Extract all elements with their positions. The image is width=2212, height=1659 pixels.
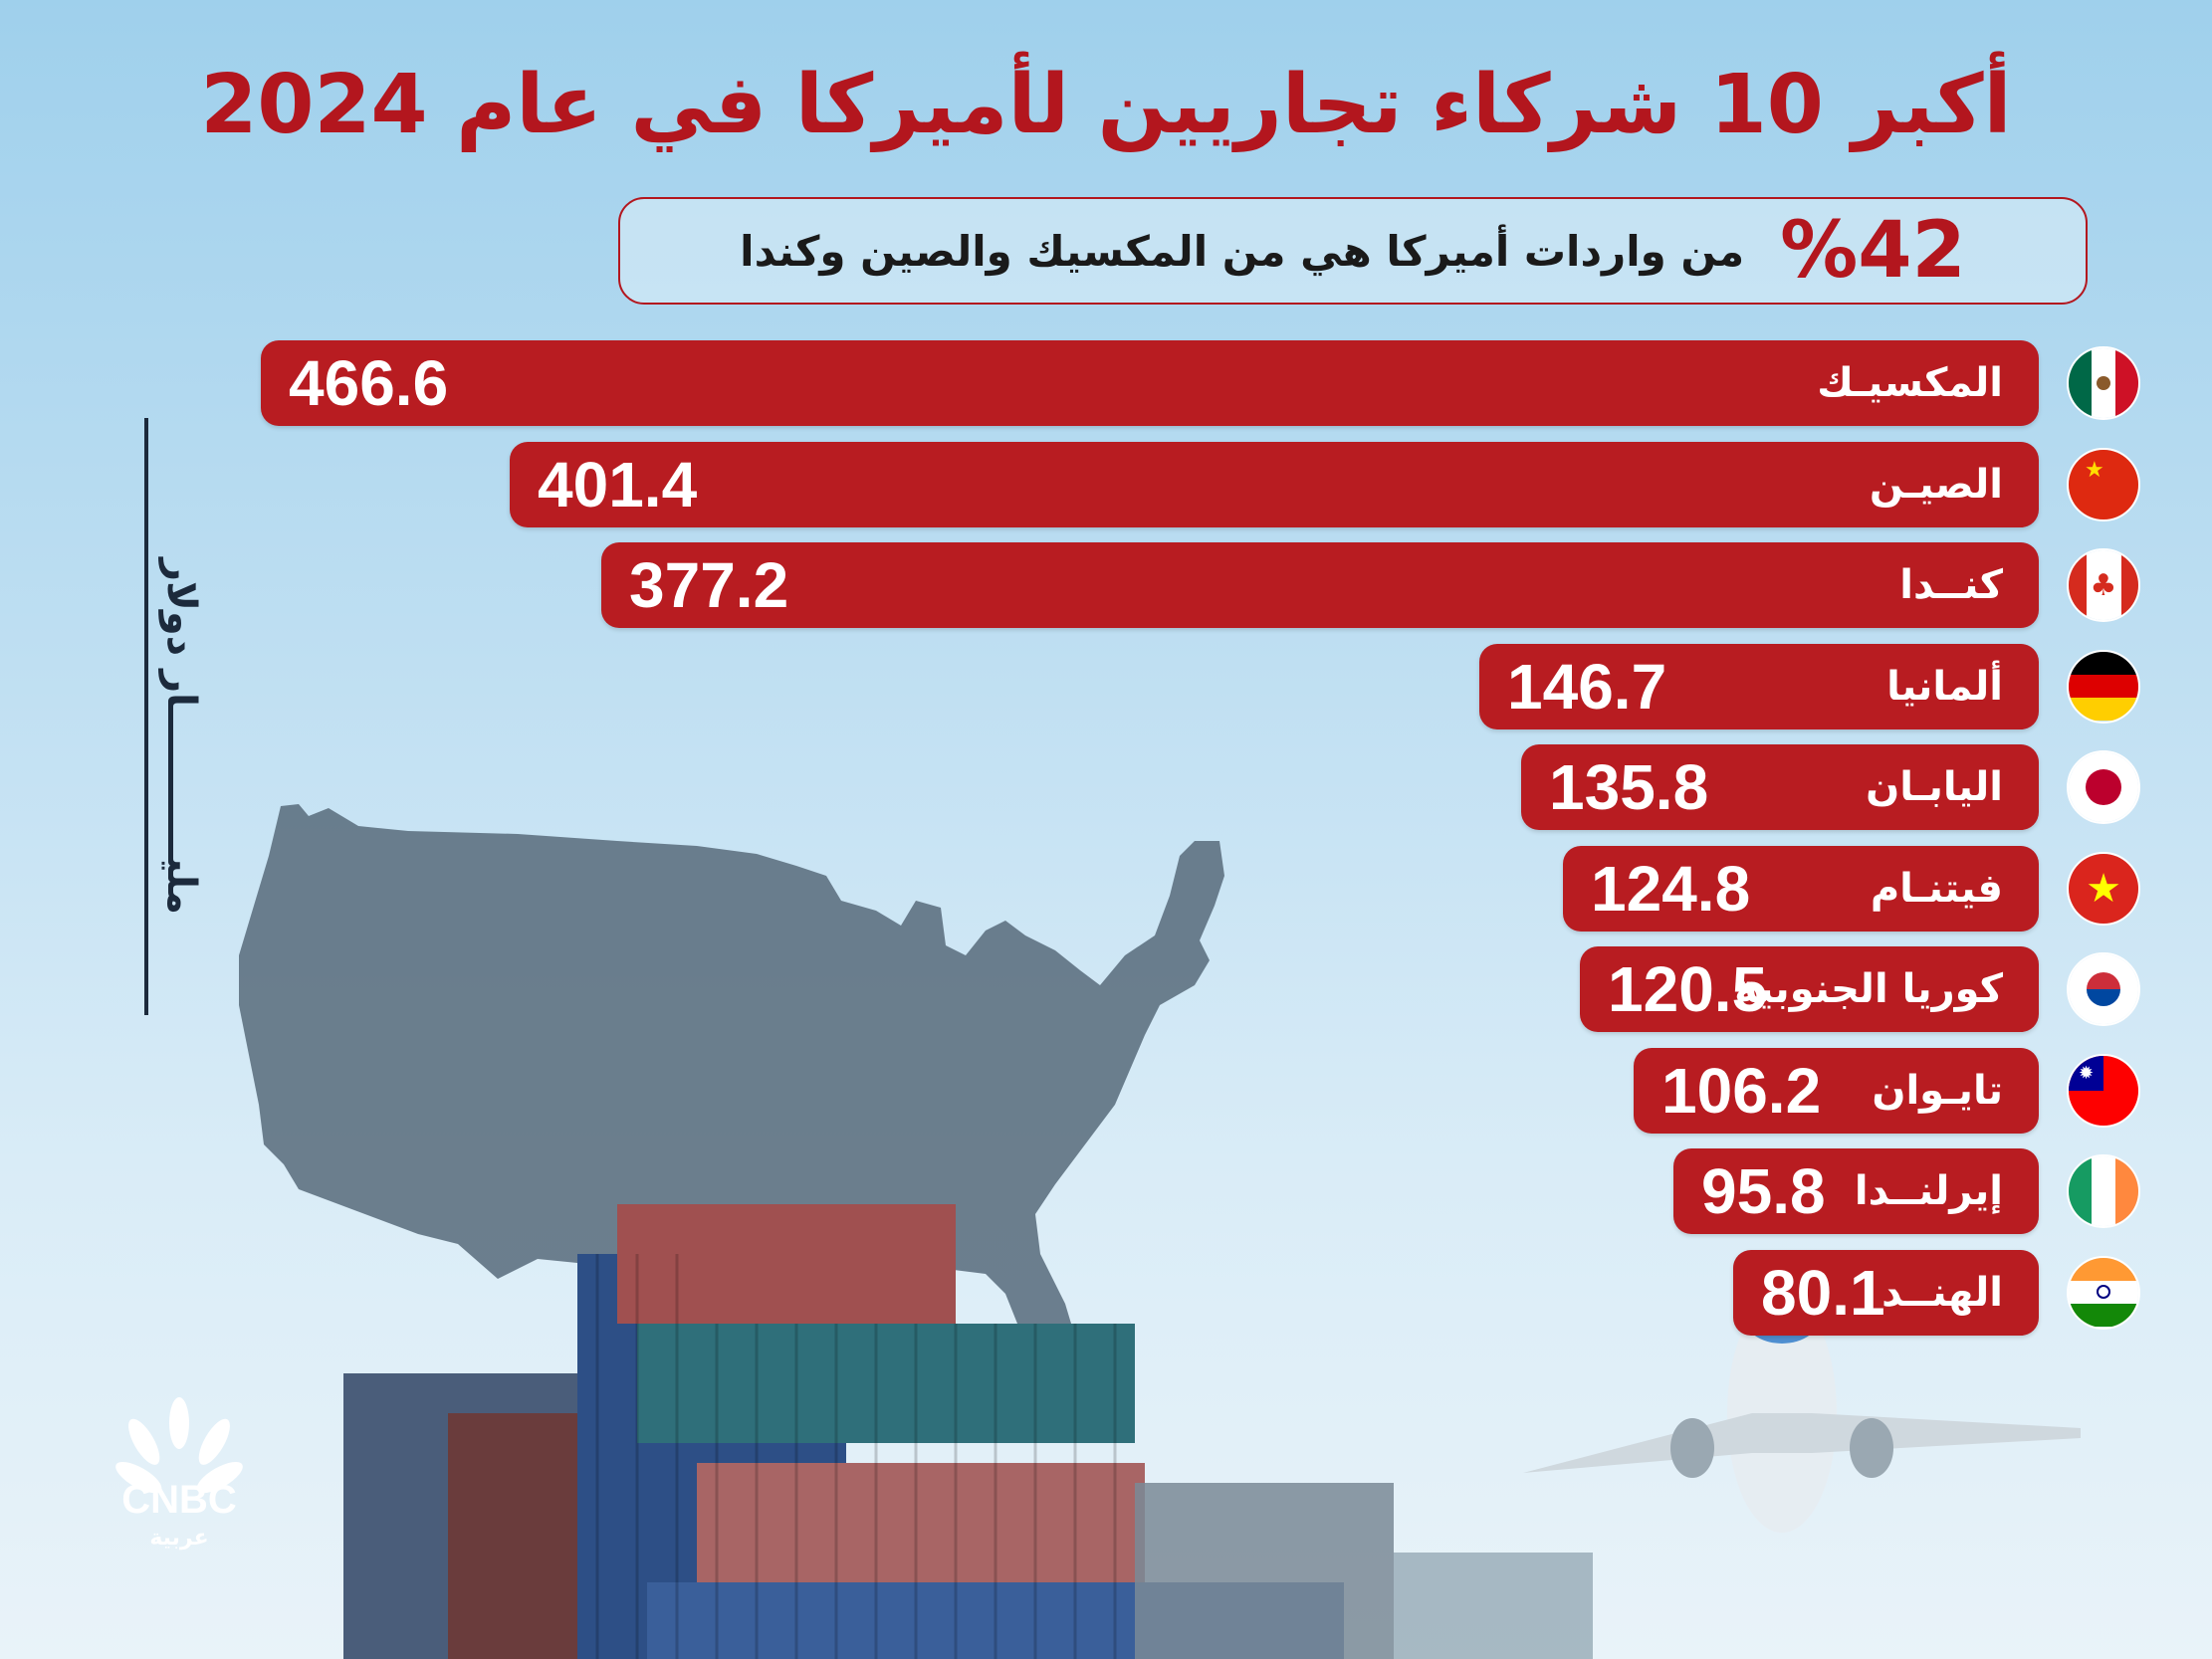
- germany-flag-icon: [2067, 649, 2140, 724]
- bar-1: 466.6 المكسيـك: [261, 340, 2039, 426]
- bar-10: 80.1 الهنــد: [1733, 1249, 2039, 1336]
- bar-category-label: فيتنـام: [1870, 865, 2003, 912]
- bar-7: 120.5 كوريا الجنوبية: [1580, 946, 2039, 1032]
- unit-axis-line: [144, 418, 148, 1015]
- bar-3: 377.2 كنــدا: [601, 542, 2039, 628]
- cnbc-logo: CNBC عربية: [115, 1397, 243, 1551]
- india-flag-icon: [2067, 1255, 2140, 1330]
- vietnam-flag-icon: ★: [2067, 851, 2140, 926]
- bar-value-label: 95.8: [1701, 1155, 1826, 1227]
- subtitle-text: من واردات أميركا هي من المكسيك والصين وك…: [740, 226, 1745, 276]
- unit-label: مليـــــــــــار دولار: [158, 558, 204, 915]
- bar-category-label: ألمانيا: [1886, 663, 2003, 710]
- bar-value-label: 124.8: [1591, 852, 1751, 925]
- usa-map-icon: [239, 804, 1224, 1388]
- bar-5: 135.8 اليابـان: [1521, 744, 2039, 830]
- bar-category-label: الصيـن: [1869, 461, 2003, 508]
- subtitle-percent: %42: [1780, 206, 1966, 296]
- bar-value-label: 466.6: [289, 347, 449, 419]
- logo-brand: CNBC: [121, 1478, 237, 1522]
- bar-category-label: كوريا الجنوبية: [1734, 966, 2003, 1012]
- china-flag-icon: ★: [2067, 447, 2140, 521]
- bar-category-label: المكسيـك: [1817, 360, 2003, 406]
- canada-flag-icon: ♣: [2067, 548, 2140, 622]
- logo-sub: عربية: [149, 1526, 208, 1551]
- bar-value-label: 80.1: [1761, 1256, 1885, 1329]
- taiwan-flag-icon: ✹: [2067, 1053, 2140, 1128]
- subtitle-box: %42 من واردات أميركا هي من المكسيك والصي…: [618, 197, 2088, 305]
- south-korea-flag-icon: [2067, 952, 2140, 1026]
- ireland-flag-icon: [2067, 1154, 2140, 1228]
- japan-flag-icon: [2067, 750, 2140, 824]
- bar-category-label: الهنــد: [1881, 1269, 2003, 1316]
- bar-category-label: إيرلنــدا: [1854, 1168, 2003, 1214]
- bar-category-label: اليابـان: [1866, 764, 2003, 810]
- bar-value-label: 106.2: [1661, 1054, 1822, 1127]
- bar-2: 401.4 الصيـن: [510, 441, 2039, 527]
- bar-9: 95.8 إيرلنــدا: [1673, 1148, 2039, 1234]
- mexico-flag-icon: [2067, 346, 2140, 420]
- bar-4: 146.7 ألمانيا: [1479, 643, 2039, 729]
- chart-title: أكبر 10 شركاء تجاريين لأميركا في عام 202…: [200, 58, 2012, 152]
- bar-8: 106.2 تايـوان: [1634, 1047, 2039, 1134]
- bar-category-label: كنــدا: [1899, 562, 2003, 608]
- bar-category-label: تايـوان: [1872, 1067, 2003, 1114]
- bar-value-label: 146.7: [1507, 650, 1667, 723]
- bar-6: 124.8 فيتنـام: [1563, 845, 2039, 932]
- bar-value-label: 377.2: [629, 549, 789, 621]
- bar-value-label: 135.8: [1549, 751, 1709, 823]
- bar-value-label: 401.4: [538, 448, 698, 520]
- shipping-containers-icon: [343, 1204, 1593, 1659]
- bar-value-label: 120.5: [1608, 953, 1768, 1025]
